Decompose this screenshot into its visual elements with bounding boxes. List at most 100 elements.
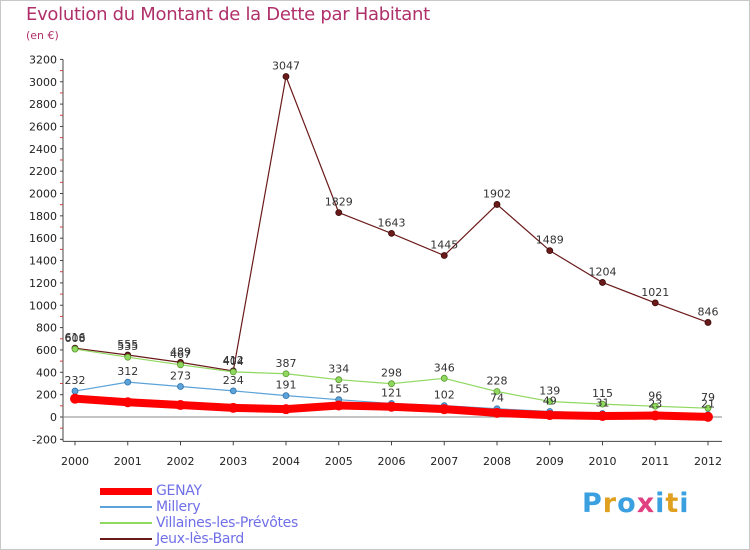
x-tick-label: 2011 [641, 455, 669, 468]
data-label-millery: 102 [434, 389, 455, 402]
data-label-villaines-les-prevotes: 79 [701, 391, 715, 404]
data-point-genay [439, 404, 450, 415]
legend-swatch-millery [100, 506, 152, 508]
data-label-villaines-les-prevotes: 387 [276, 357, 297, 370]
data-point-genay [122, 397, 133, 408]
data-label-villaines-les-prevotes: 96 [648, 389, 662, 402]
data-label-jeux-les-bard: 1902 [483, 187, 511, 200]
data-label-villaines-les-prevotes: 139 [539, 384, 560, 397]
data-point-genay [281, 404, 291, 415]
data-point-genay [703, 411, 713, 422]
data-point-jeux-les-bard [282, 73, 290, 80]
data-point-jeux-les-bard [599, 279, 606, 286]
data-point-millery [124, 378, 132, 386]
chart-title: Evolution du Montant de la Dette par Hab… [26, 4, 430, 25]
legend-swatch-villaines [100, 522, 152, 524]
data-label-villaines-les-prevotes: 298 [381, 367, 402, 380]
y-tick-label: 0 [50, 411, 57, 424]
logo-letter: x [636, 488, 656, 519]
x-tick-label: 2005 [325, 455, 353, 468]
data-point-villaines-les-prevotes [335, 376, 343, 384]
legend-swatch-jeux [100, 538, 152, 540]
data-point-genay [228, 402, 239, 413]
data-point-jeux-les-bard [388, 229, 395, 237]
data-label-millery: 31 [596, 397, 610, 410]
legend-label-genay: GENAY [156, 483, 202, 499]
chart-axes: -200 0 200 400 600 800 1000 1200 1400 1600 1800 200… [29, 53, 722, 468]
data-label-millery: 191 [276, 379, 297, 392]
data-point-villaines-les-prevotes [599, 400, 606, 408]
data-label-jeux-les-bard: 1489 [536, 234, 564, 247]
x-tick-label: 2002 [167, 455, 195, 468]
legend-item-millery: Millery [100, 499, 340, 515]
chart-legend: GENAY Millery Villaines-les-Prévôtes Jeu… [100, 483, 340, 547]
data-label-millery: 155 [328, 383, 349, 396]
data-point-millery [229, 387, 237, 395]
data-point-villaines-les-prevotes [388, 380, 395, 388]
data-label-millery: 21 [701, 398, 715, 411]
data-point-villaines-les-prevotes [282, 370, 290, 378]
data-point-jeux-les-bard [335, 209, 343, 217]
y-tick-label: 1200 [29, 277, 57, 290]
x-tick-label: 2008 [483, 455, 511, 468]
x-tick-label: 2000 [61, 455, 89, 468]
logo-letter: i [655, 488, 666, 519]
data-label-jeux-les-bard: 3047 [272, 59, 300, 72]
data-label-villaines-les-prevotes: 346 [434, 361, 455, 374]
legend-label-villaines: Villaines-les-Prévôtes [156, 515, 298, 531]
data-point-genay [386, 401, 397, 412]
y-tick-label: 600 [36, 344, 57, 357]
data-label-jeux-les-bard: 616 [65, 331, 86, 344]
data-label-villaines-les-prevotes: 404 [223, 355, 244, 368]
x-tick-label: 2007 [430, 455, 458, 468]
y-tick-label: 2600 [29, 120, 57, 133]
data-point-jeux-les-bard [651, 299, 659, 307]
data-label-jeux-les-bard: 1204 [589, 265, 617, 278]
data-point-millery [71, 387, 79, 395]
data-label-jeux-les-bard: 1445 [430, 239, 458, 252]
legend-item-genay: GENAY [100, 483, 340, 499]
data-label-millery: 312 [117, 365, 138, 378]
data-point-genay [70, 393, 80, 404]
data-point-villaines-les-prevotes [651, 402, 659, 410]
legend-swatch-genay [100, 488, 152, 495]
data-point-villaines-les-prevotes [177, 361, 184, 369]
logo-letter: t [665, 488, 680, 519]
data-point-jeux-les-bard [440, 252, 448, 259]
data-point-villaines-les-prevotes [493, 388, 501, 395]
data-label-villaines-les-prevotes: 228 [487, 375, 508, 388]
data-label-millery: 232 [65, 374, 86, 387]
data-label-villaines-les-prevotes: 115 [592, 387, 613, 400]
legend-label-jeux: Jeux-lès-Bard [156, 531, 244, 547]
data-labels-layer: 616 555 489 412 3047 1829 1643 1445 1902 1489 1204… [65, 59, 719, 410]
y-tick-label: 1800 [29, 210, 57, 223]
y-tick-label: 800 [36, 322, 57, 335]
data-point-genay [175, 400, 186, 411]
data-label-jeux-les-bard: 489 [170, 345, 191, 358]
data-label-jeux-les-bard: 1021 [641, 286, 669, 299]
x-tick-label: 2006 [378, 455, 406, 468]
data-label-jeux-les-bard: 1829 [325, 196, 353, 209]
data-point-villaines-les-prevotes [704, 404, 712, 412]
y-tick-label: 200 [36, 389, 57, 402]
data-point-jeux-les-bard [546, 247, 554, 255]
y-tick-label: 2800 [29, 98, 57, 111]
data-label-villaines-les-prevotes: 467 [170, 348, 191, 361]
data-label-millery: 49 [543, 395, 557, 408]
data-point-genay [544, 410, 555, 421]
data-label-jeux-les-bard: 412 [223, 354, 244, 367]
chart-subtitle: (en €) [26, 29, 59, 42]
y-tick-label: 400 [36, 366, 57, 379]
y-tick-label: -200 [32, 433, 57, 446]
data-label-villaines-les-prevotes: 334 [328, 363, 349, 376]
logo-letter: i [679, 488, 690, 519]
legend-item-jeux: Jeux-lès-Bard [100, 531, 340, 547]
x-tick-label: 2001 [114, 455, 142, 468]
data-point-villaines-les-prevotes [546, 398, 554, 405]
y-tick-label: 2000 [29, 188, 57, 201]
y-tick-label: 3200 [29, 53, 57, 66]
x-tick-label: 2003 [219, 455, 247, 468]
y-tick-label: 2200 [29, 165, 57, 178]
